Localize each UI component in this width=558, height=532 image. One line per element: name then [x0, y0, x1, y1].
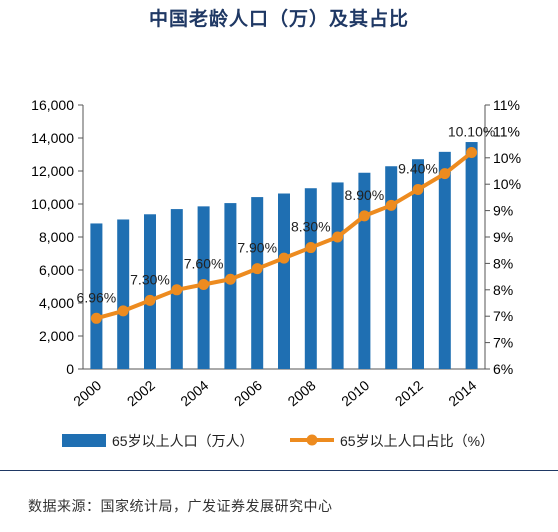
bar	[304, 188, 317, 369]
y-left-tick-label: 14,000	[31, 130, 74, 146]
bar	[438, 151, 451, 369]
x-tick-label: 2000	[70, 377, 104, 409]
bar	[90, 223, 103, 369]
y-right-tick-label: 10%	[493, 150, 521, 166]
source-divider	[0, 470, 558, 471]
legend-line-marker	[306, 434, 318, 446]
line-point	[466, 147, 478, 159]
y-left-tick-label: 4,000	[39, 295, 74, 311]
y-left-tick-label: 10,000	[31, 196, 74, 212]
legend: 65岁以上人口（万人） 65岁以上人口占比（%）	[62, 433, 494, 449]
line-data-label: 7.60%	[184, 256, 224, 272]
line-point	[332, 231, 344, 243]
line-point	[251, 263, 263, 275]
x-tick-label: 2012	[392, 377, 426, 409]
y-right-tick-label: 11%	[493, 123, 520, 139]
line-data-label: 8.90%	[345, 187, 385, 203]
x-tick-label: 2010	[338, 377, 372, 409]
legend-line-label: 65岁以上人口占比（%）	[340, 433, 494, 449]
bar	[412, 159, 424, 369]
y-right-tick-label: 9%	[493, 203, 513, 219]
y-right-tick-label: 10%	[493, 176, 521, 192]
y-left-tick-label: 6,000	[39, 262, 74, 278]
y-right-tick-label: 8%	[493, 282, 513, 298]
line-data-label: 10.10%	[448, 124, 495, 140]
x-tick-label: 2004	[177, 377, 211, 409]
y-left-tick-label: 16,000	[31, 97, 74, 113]
line-point	[385, 199, 397, 211]
bar	[278, 193, 290, 369]
y-left-tick-label: 0	[66, 361, 74, 377]
line-point	[171, 284, 183, 296]
line-point	[144, 294, 156, 306]
bar	[144, 214, 156, 369]
legend-bar-swatch	[62, 434, 106, 447]
line-data-label: 7.90%	[237, 240, 277, 256]
bar	[358, 172, 371, 369]
line-point	[198, 279, 210, 291]
line-series: 6.96% 7.30% 7.60% 7.90% 8.30% 8.90% 9.40% 10.10…	[77, 124, 495, 324]
y-left-tick-label: 2,000	[39, 328, 74, 344]
line-point	[278, 252, 290, 264]
bar	[331, 182, 344, 369]
line-data-label: 8.30%	[291, 219, 331, 235]
source-note: 数据来源：国家统计局，广发证券发展研究中心	[28, 499, 333, 515]
line-data-label: 9.40%	[398, 160, 438, 176]
y-left-tick-label: 8,000	[39, 229, 74, 245]
y-left-tick-label: 12,000	[31, 163, 74, 179]
x-tick-label: 2006	[231, 377, 265, 409]
x-tick-label: 2008	[285, 377, 319, 409]
line-point	[224, 273, 236, 285]
legend-bar-label: 65岁以上人口（万人）	[112, 433, 254, 449]
y-right-tick-label: 7%	[493, 308, 513, 324]
x-tick-label: 2002	[124, 377, 158, 409]
line-point	[358, 210, 370, 222]
y-right-tick-label: 9%	[493, 229, 513, 245]
bar	[465, 142, 478, 369]
bar	[117, 219, 130, 369]
line-data-label: 7.30%	[130, 271, 170, 287]
y-right-tick-label: 11%	[493, 97, 520, 113]
line-data-label: 6.96%	[77, 289, 117, 305]
y-right-tick-label: 6%	[493, 361, 513, 377]
bar	[224, 203, 237, 369]
bar	[385, 166, 398, 369]
y-right-tick-label: 7%	[493, 335, 513, 351]
line-point	[117, 305, 129, 317]
line-point	[439, 168, 451, 180]
y-right-tick-label: 8%	[493, 255, 513, 271]
bar	[251, 197, 264, 369]
x-tick-label: 2014	[445, 377, 479, 409]
line-point	[90, 312, 102, 324]
line-point	[412, 183, 424, 195]
line-point	[305, 242, 317, 254]
chart-svg: 0 2,000 4,000 6,000 8,000 10,000 12,000 14,000 1…	[31, 97, 521, 449]
chart-title: 中国老龄人口（万）及其占比	[148, 8, 409, 30]
